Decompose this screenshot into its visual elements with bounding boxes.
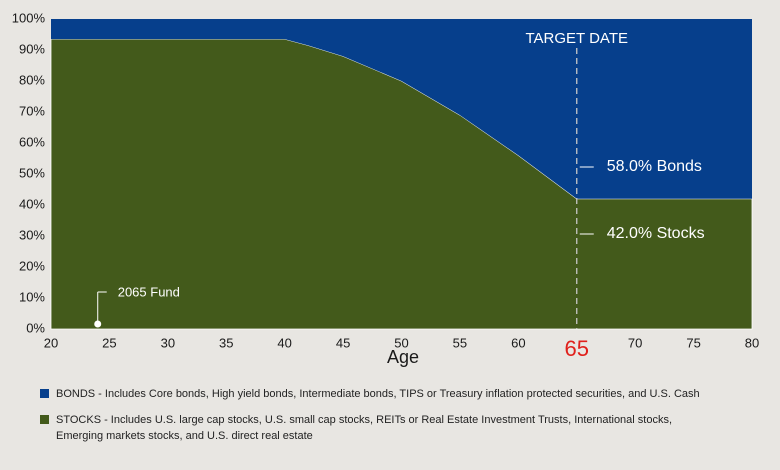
y-tick-label: 20% [19, 258, 45, 273]
x-tick-label: 50 [394, 335, 408, 350]
y-tick-label: 70% [19, 103, 45, 118]
target-label: TARGET DATE [525, 30, 628, 47]
legend-swatch [40, 415, 49, 424]
y-tick-label: 0% [26, 320, 45, 335]
legend-item: BONDS - Includes Core bonds, High yield … [40, 386, 700, 402]
fund-label: 2065 Fund [118, 284, 180, 299]
x-tick-label: 20 [44, 335, 58, 350]
x-axis-label: Age [387, 347, 419, 367]
y-tick-label: 100% [12, 10, 46, 25]
y-tick-label: 40% [19, 196, 45, 211]
y-tick-label: 10% [19, 289, 45, 304]
y-tick-label: 60% [19, 134, 45, 149]
x-tick-label: 40 [277, 335, 291, 350]
x-tick-label: 35 [219, 335, 233, 350]
annotation: 58.0% Bonds [607, 158, 702, 175]
x-tick-label: 45 [336, 335, 350, 350]
legend-label: STOCKS - Includes U.S. large cap stocks,… [56, 414, 673, 442]
annotation: 42.0% Stocks [607, 225, 705, 242]
fund-marker [94, 320, 102, 328]
y-tick-label: 50% [19, 165, 45, 180]
y-tick-label: 90% [19, 41, 45, 56]
x-tick-label: 70 [628, 335, 642, 350]
x-tick-label: 75 [686, 335, 700, 350]
x-tick-label: 60 [511, 335, 525, 350]
legend-label: BONDS - Includes Core bonds, High yield … [56, 388, 700, 400]
x-tick-label: 80 [745, 335, 759, 350]
x-tick-label: 55 [453, 335, 467, 350]
x-tick-label: 30 [161, 335, 175, 350]
y-tick-label: 80% [19, 72, 45, 87]
legend-item: STOCKS - Includes U.S. large cap stocks,… [40, 412, 700, 444]
x-tick-label: 65 [565, 336, 589, 361]
x-tick-label: 25 [102, 335, 116, 350]
legend: BONDS - Includes Core bonds, High yield … [40, 386, 700, 454]
area [50, 38, 753, 330]
legend-swatch [40, 389, 49, 398]
chart: Age 0% 10% 20% 30% 40% 50% 60% 70% 80% 90% 100% 20 2… [12, 10, 759, 367]
y-tick-label: 30% [19, 227, 45, 242]
